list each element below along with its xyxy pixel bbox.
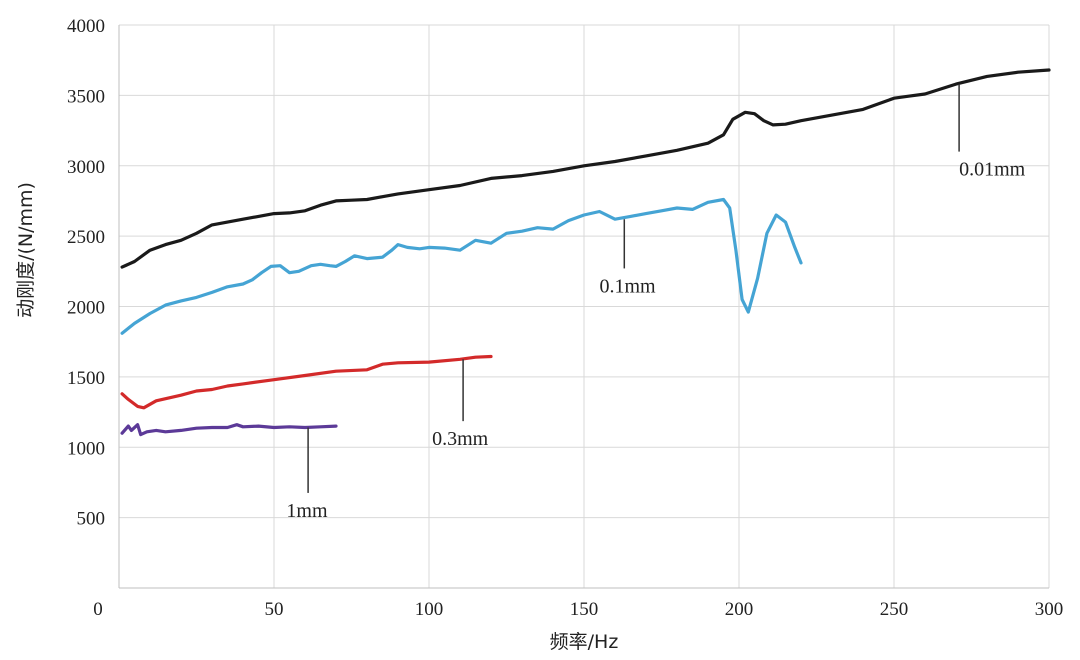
x-tick-label: 0 xyxy=(93,599,103,620)
x-tick-label: 50 xyxy=(265,599,284,620)
series-label-1: 0.01mm xyxy=(959,159,1026,181)
y-tick-label: 500 xyxy=(77,509,106,530)
axes xyxy=(118,25,1049,589)
series-line-3 xyxy=(120,354,493,410)
series-label-4: 1mm xyxy=(286,500,328,522)
series-labels: 0.01mm 0.1mm 0.3mm 1mm xyxy=(286,84,1026,522)
y-tick-label: 2000 xyxy=(67,298,105,319)
x-tick-label: 200 xyxy=(725,599,754,620)
x-tick-label: 150 xyxy=(570,599,599,620)
y-tick-label: 3000 xyxy=(67,157,105,178)
x-tick-label: 300 xyxy=(1035,599,1064,620)
series-line-4 xyxy=(120,423,338,437)
y-tick-label: 2500 xyxy=(67,227,105,248)
x-tick-label: 250 xyxy=(880,599,909,620)
gridlines xyxy=(119,24,1050,588)
y-tick-label: 1500 xyxy=(67,368,105,389)
x-tick-label: 100 xyxy=(415,599,444,620)
y-tick-label: 4000 xyxy=(67,16,105,37)
y-tick-label: 1000 xyxy=(67,438,105,459)
y-tick-label: 3500 xyxy=(67,86,105,107)
series-label-3: 0.3mm xyxy=(432,428,489,450)
tick-labels: 500 1000 1500 2000 2500 3000 3500 4000 0 50 100 150… xyxy=(67,16,1063,620)
series-line-2 xyxy=(120,197,803,335)
series-label-2: 0.1mm xyxy=(600,275,657,297)
y-axis-title: 动刚度/(N/mm) xyxy=(15,182,37,318)
series-lines xyxy=(120,68,1051,437)
x-axis-title: 频率/Hz xyxy=(550,631,619,653)
series-line-1 xyxy=(120,68,1051,269)
